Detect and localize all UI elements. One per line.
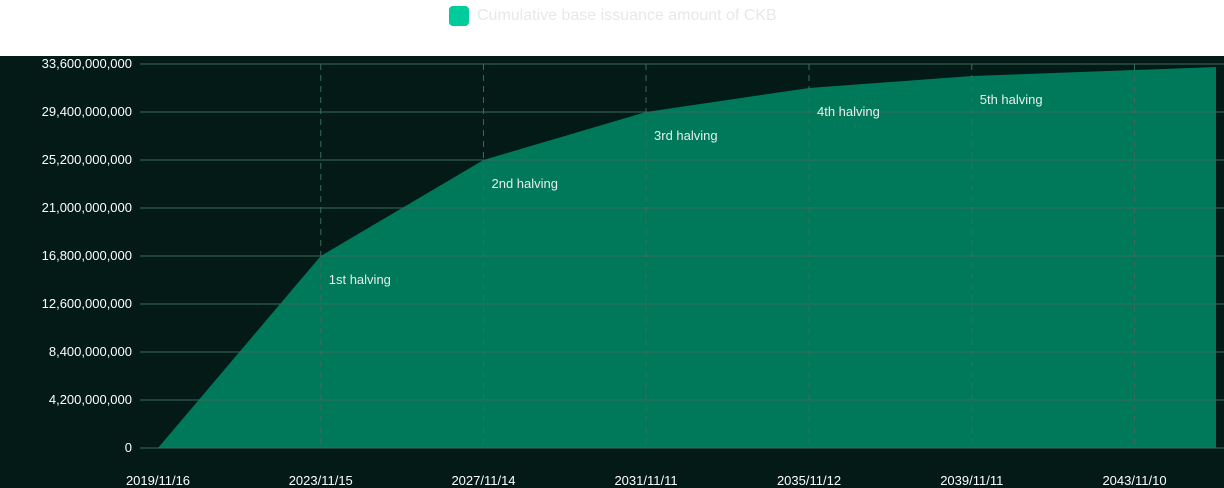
chart-plot-area: 0 4,200,000,000 8,400,000,000 12,600,000,00… bbox=[0, 56, 1224, 488]
series-area bbox=[158, 67, 1216, 448]
x-tick-label: 2027/11/14 bbox=[451, 473, 515, 488]
y-tick-label: 29,400,000,000 bbox=[42, 104, 132, 119]
y-tick-label: 21,000,000,000 bbox=[42, 200, 132, 215]
halving-annotation: 5th halving bbox=[980, 92, 1043, 107]
halving-annotation: 1st halving bbox=[329, 272, 391, 287]
y-tick-label: 0 bbox=[125, 440, 132, 455]
x-tick-label: 2023/11/15 bbox=[289, 473, 353, 488]
chart-legend[interactable]: Cumulative base issuance amount of CKB bbox=[449, 4, 777, 28]
x-tick-label: 2031/11/11 bbox=[614, 473, 677, 488]
y-tick-label: 4,200,000,000 bbox=[49, 392, 132, 407]
halving-annotation: 4th halving bbox=[817, 104, 880, 119]
y-tick-label: 16,800,000,000 bbox=[42, 248, 132, 263]
halving-annotation: 3rd halving bbox=[654, 128, 718, 143]
halving-annotation: 2nd halving bbox=[492, 176, 559, 191]
y-tick-label: 33,600,000,000 bbox=[42, 56, 132, 71]
x-tick-label: 2043/11/10 bbox=[1102, 473, 1166, 488]
x-tick-label: 2035/11/12 bbox=[777, 473, 841, 488]
y-tick-label: 12,600,000,000 bbox=[42, 296, 132, 311]
legend-label: Cumulative base issuance amount of CKB bbox=[477, 7, 777, 24]
legend-swatch bbox=[449, 6, 469, 26]
x-tick-label: 2019/11/16 bbox=[126, 473, 190, 488]
area-chart: 0 4,200,000,000 8,400,000,000 12,600,000,00… bbox=[0, 56, 1224, 488]
y-tick-label: 25,200,000,000 bbox=[42, 152, 132, 167]
y-tick-label: 8,400,000,000 bbox=[49, 344, 132, 359]
x-tick-label: 2039/11/11 bbox=[940, 473, 1003, 488]
